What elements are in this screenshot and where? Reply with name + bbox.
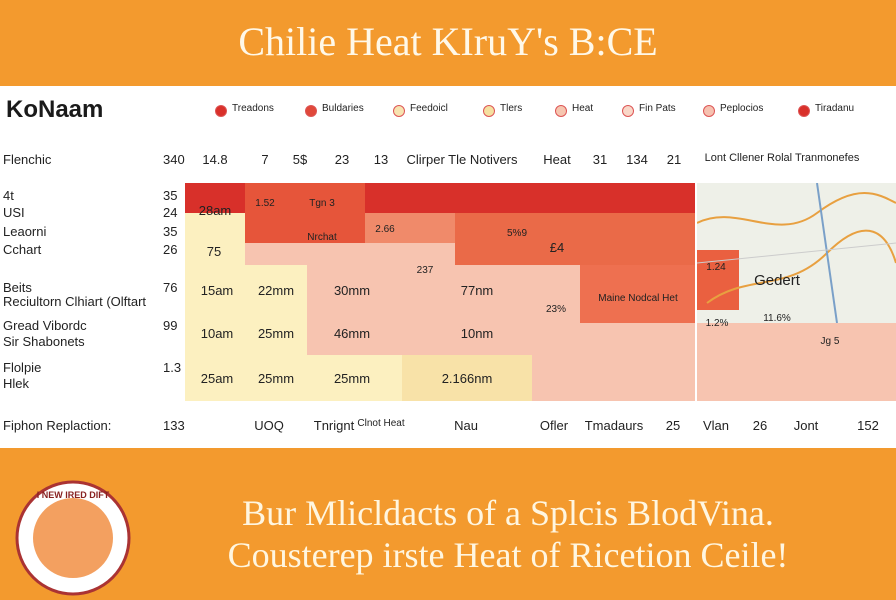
row-value: 1.3 xyxy=(163,360,182,375)
heat-cell-label: £4 xyxy=(549,240,565,255)
heat-cell-label: 15am xyxy=(200,283,234,298)
heat-cell-label: 30mm xyxy=(333,283,371,298)
heat-cell-label: 46mm xyxy=(333,326,371,341)
heat-cell-label: 25mm xyxy=(257,326,295,341)
brand: KoNaam xyxy=(6,96,104,123)
row-value: 35 xyxy=(163,188,178,203)
column-header: Clirper Tle Notivers xyxy=(406,152,518,167)
heat-cell-label: Maine Nodcal Het xyxy=(598,293,678,304)
column-header: 23 xyxy=(334,152,350,167)
map xyxy=(697,183,896,323)
row-value: 76 xyxy=(163,280,178,295)
row-label: Flolpie xyxy=(3,360,42,375)
heat-cell-label: 25am xyxy=(200,371,234,386)
heat-cell-label: 2.166nm xyxy=(441,371,493,386)
heat-cell-label: 25mm xyxy=(257,371,295,386)
legend-swatch xyxy=(622,105,634,117)
legend-label: Treadons xyxy=(232,103,274,114)
heat-cell-label: 237 xyxy=(416,265,434,276)
row-value: 35 xyxy=(163,224,178,239)
row-label: 4t xyxy=(3,188,14,203)
legend-swatch xyxy=(483,105,495,117)
legend-label: Tiradanu xyxy=(815,103,855,114)
legend-label: Heat xyxy=(572,103,594,114)
row-value: 133 xyxy=(163,418,185,433)
legend-label: Feedoicl xyxy=(410,103,448,114)
column-header: 7 xyxy=(261,152,269,167)
footer-cell: Jont xyxy=(793,418,819,433)
row-label: Gread Vibordc xyxy=(3,318,87,333)
legend-label: Buldaries xyxy=(322,103,364,114)
column-header: Heat xyxy=(543,152,571,167)
heat-cell-label: 1.52 xyxy=(255,198,275,209)
heat-cell-label: 22mm xyxy=(257,283,295,298)
row-value: 99 xyxy=(163,318,178,333)
footer-cell: 26 xyxy=(752,418,768,433)
heat-cell-label: 10nm xyxy=(460,326,494,341)
heat-cell-label: 23% xyxy=(545,304,567,315)
footer-cell: Tnrignt xyxy=(313,418,355,433)
heat-cell-label: Jg 5 xyxy=(820,336,840,347)
row-label: Reciultorn Clhiart (Olftart xyxy=(3,294,147,309)
row-label: Beits xyxy=(3,280,32,295)
column-header: 14.8 xyxy=(202,152,228,167)
heat-cell-label: Nrchat xyxy=(307,232,337,243)
row-label: Fiphon Replaction: xyxy=(3,418,112,433)
badge-text: I NEW IRED DIFT xyxy=(37,490,110,500)
legend-swatch xyxy=(555,105,567,117)
heat-cell-label: 2.66 xyxy=(375,224,395,235)
heat-cell-label: 77nm xyxy=(460,283,494,298)
row-label: Flenchic xyxy=(3,152,52,167)
tagline: Cousterep irste Heat of Ricetion Ceile! xyxy=(227,535,789,575)
legend-swatch xyxy=(703,105,715,117)
heat-cell-label: 28am xyxy=(198,203,232,218)
column-header: 5$ xyxy=(292,152,308,167)
footer-cell: Clnot Heat xyxy=(357,418,405,429)
legend-label: Tlers xyxy=(500,103,523,114)
footer-cell: Vlan xyxy=(702,418,730,433)
row-label: Leaorni xyxy=(3,224,47,239)
footer-cell: 152 xyxy=(857,418,879,433)
heat-cell-label: 75 xyxy=(206,244,222,259)
row-label: Cchart xyxy=(3,242,42,257)
legend-swatch xyxy=(305,105,317,117)
heat-cell-label: 1.24 xyxy=(706,262,726,273)
row-value: 340 xyxy=(163,152,185,167)
badge: I NEW IRED DIFT xyxy=(15,480,131,596)
footer-cell: Tmadaurs xyxy=(584,418,644,433)
legend-swatch xyxy=(798,105,810,117)
footer-cell: Nau xyxy=(454,418,478,433)
column-header: 31 xyxy=(592,152,608,167)
heat-cell-label: Gedert xyxy=(754,272,800,289)
heat-cell-label: 25mm xyxy=(333,371,371,386)
legend-swatch xyxy=(215,105,227,117)
footer-cell: Ofler xyxy=(539,418,569,433)
column-header: Lont Cllener Rolal Tranmonefes xyxy=(704,152,860,164)
row-value: 26 xyxy=(163,242,178,257)
heat-cell-label: 11.6% xyxy=(763,313,791,324)
title: Chilie Heat KIruY's B:CE xyxy=(238,19,658,64)
row-label: USI xyxy=(3,205,25,220)
column-header: 13 xyxy=(373,152,389,167)
row-label: Hlek xyxy=(3,376,30,391)
heat-cell-label: Tgn 3 xyxy=(309,198,335,209)
column-header: 134 xyxy=(626,152,648,167)
tagline: Bur Mlicldacts of a Splcis BlodVina. xyxy=(242,493,774,533)
heat-cell-label: 5%9 xyxy=(506,228,528,239)
footer-cell: 25 xyxy=(665,418,681,433)
legend-label: Peplocios xyxy=(720,103,764,114)
legend-label: Fin Pats xyxy=(639,103,676,114)
heat-cell-label: 1.2% xyxy=(705,318,729,329)
footer-cell: UOQ xyxy=(254,418,284,433)
heat-cell-label: 10am xyxy=(200,326,234,341)
row-value: 24 xyxy=(163,205,178,220)
row-label: Sir Shabonets xyxy=(3,334,85,349)
legend-swatch xyxy=(393,105,405,117)
column-header: 21 xyxy=(666,152,682,167)
